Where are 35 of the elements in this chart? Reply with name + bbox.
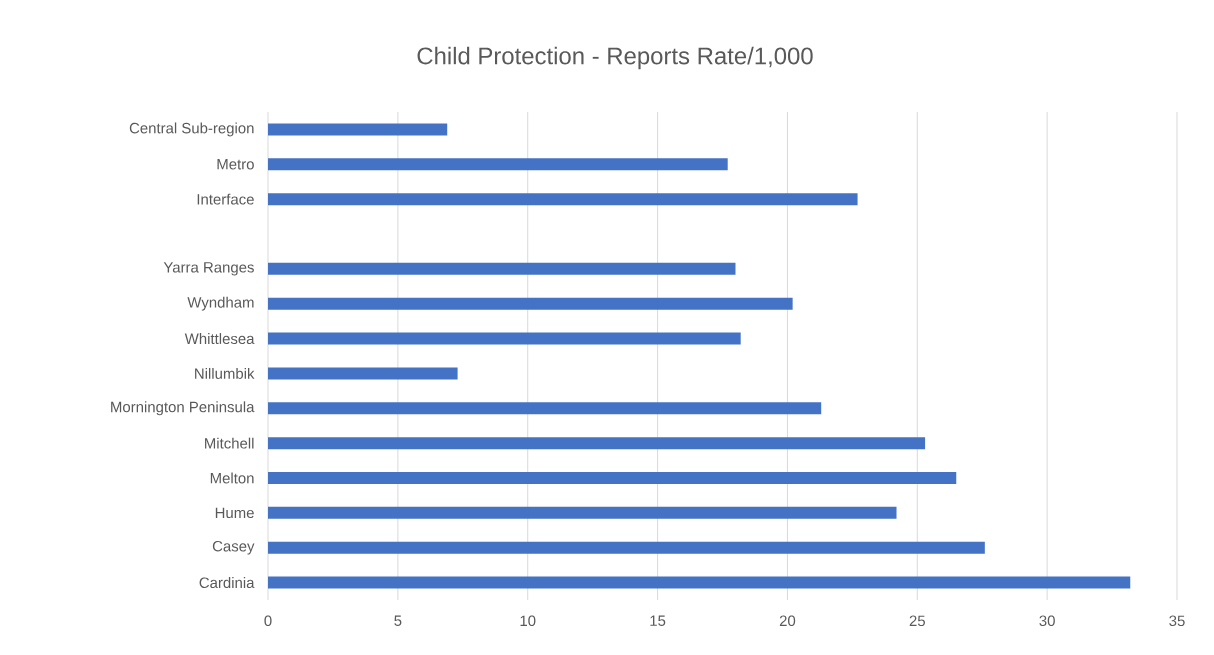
y-tick-label: Mitchell [205,437,254,449]
x-tick-label: 15 [650,615,666,626]
y-tick-label: Cardinia [199,577,255,589]
x-tick-label: 10 [520,615,536,627]
bar [268,367,458,380]
y-tick-label: Nillumbik [195,367,255,379]
x-tick-label: 5 [394,615,402,626]
bar [268,123,448,136]
y-tick-label: Mornington Peninsula [111,401,255,416]
bar [268,332,741,345]
y-tick-label: Interface [197,193,254,205]
y-tick-label: Metro [217,159,254,170]
bar [268,471,957,484]
bar [268,193,858,206]
bar [268,262,736,275]
y-tick-label: Hume [215,507,254,519]
y-tick-label: Whittlesea [184,333,255,345]
bar [268,402,822,415]
bar [268,437,926,450]
y-tick-label: Wyndham [187,296,254,311]
y-tick-label: Casey [212,540,255,555]
x-tick-label: 0 [264,615,272,627]
y-tick-label: Melton [210,472,254,484]
x-tick-label: 25 [909,615,925,627]
x-tick-label: 30 [1039,615,1055,627]
bar [268,576,1131,589]
bar [268,297,793,310]
x-tick-label: 35 [1169,615,1185,627]
bar [268,506,897,519]
y-tick-label: Yarra Ranges [163,262,254,276]
chart-title: Child Protection - Reports Rate/1,000 [417,46,813,70]
bar [268,158,728,171]
y-tick-label: Central Sub-region [129,122,254,137]
bar [268,541,985,554]
x-tick-label: 20 [779,615,796,627]
